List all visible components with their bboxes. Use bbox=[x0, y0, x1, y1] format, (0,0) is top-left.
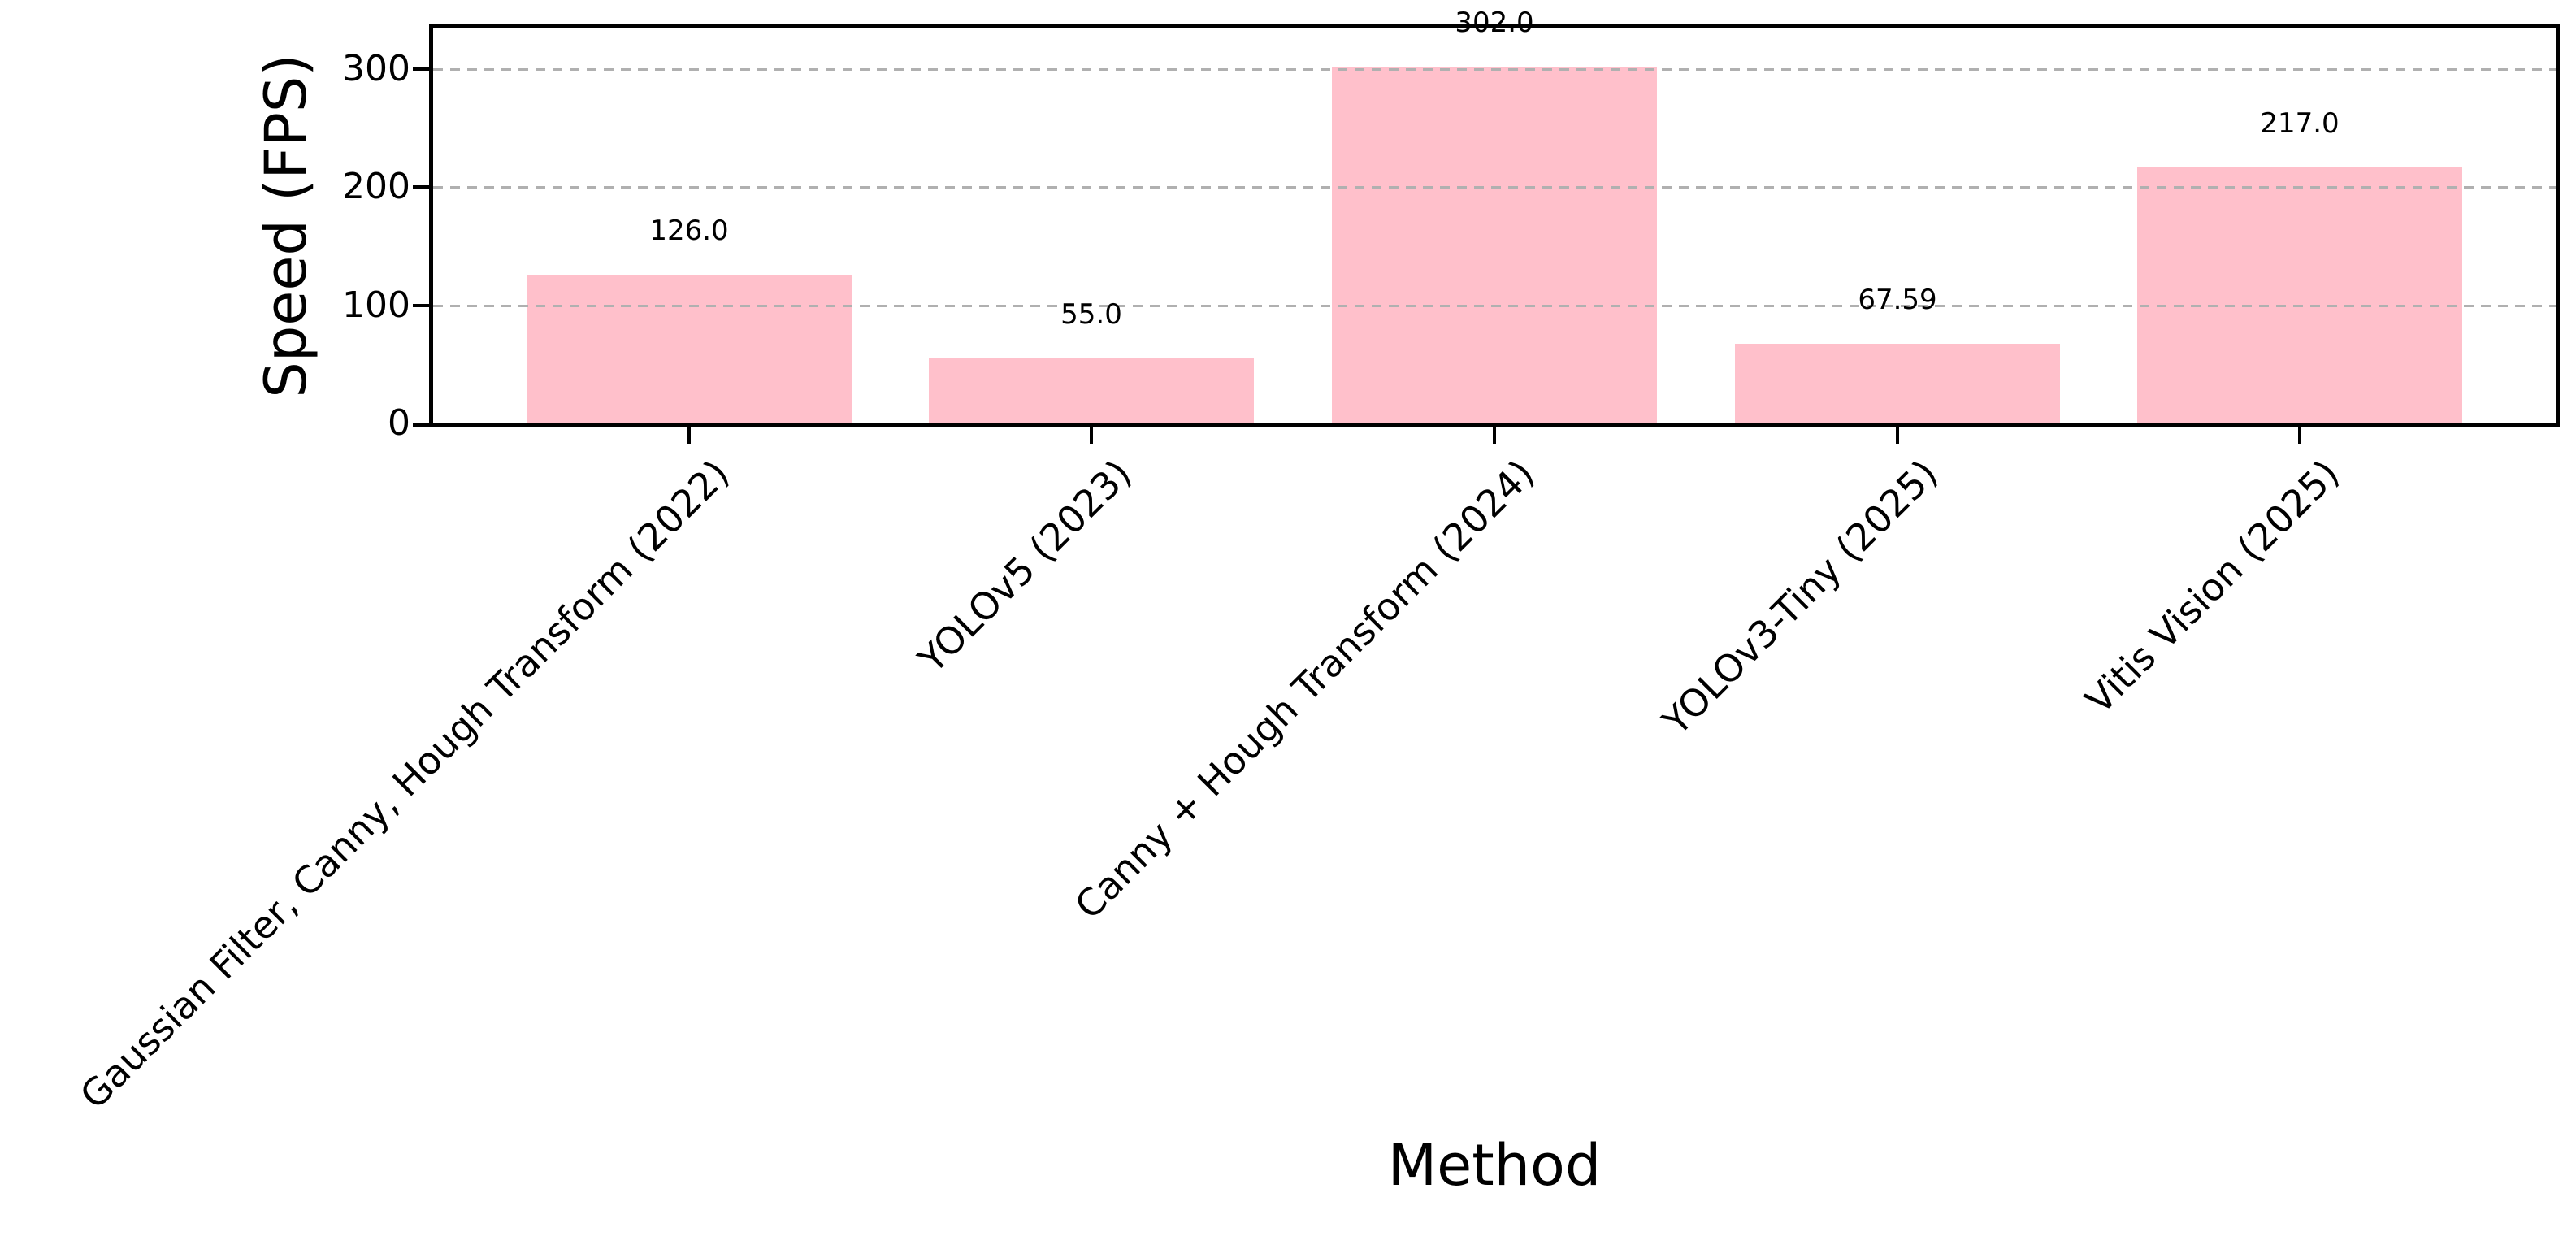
bar-value-label: 67.59 bbox=[1858, 283, 1937, 316]
bar bbox=[1332, 66, 1657, 423]
x-tick-mark bbox=[1896, 427, 1899, 444]
x-tick-label: Gaussian Filter, Canny, Hough Transform … bbox=[71, 451, 738, 1117]
y-tick-label: 300 bbox=[342, 47, 410, 89]
x-axis-title: Method bbox=[1387, 1132, 1602, 1199]
x-tick-label: Vitis Vision (2025) bbox=[2077, 451, 2348, 722]
y-tick-mark bbox=[413, 423, 429, 427]
y-tick-mark bbox=[413, 303, 429, 307]
y-tick-label: 200 bbox=[342, 166, 410, 208]
y-axis-title: Speed (FPS) bbox=[253, 54, 319, 398]
gridline bbox=[433, 186, 2556, 189]
y-tick-mark bbox=[413, 185, 429, 189]
gridline bbox=[433, 67, 2556, 71]
bar-value-label: 302.0 bbox=[1455, 6, 1534, 39]
bar-value-label: 126.0 bbox=[649, 214, 729, 247]
bar bbox=[2137, 167, 2462, 423]
bar bbox=[929, 358, 1254, 423]
gridline bbox=[433, 304, 2556, 307]
y-tick-label: 0 bbox=[388, 402, 410, 444]
x-tick-label: YOLOv3-Tiny (2025) bbox=[1654, 451, 1946, 744]
x-tick-mark bbox=[1090, 427, 1093, 444]
x-tick-mark bbox=[2298, 427, 2301, 444]
bar bbox=[527, 274, 852, 423]
x-tick-label: YOLOv5 (2023) bbox=[909, 451, 1140, 682]
bar bbox=[1735, 343, 2060, 423]
bar-value-label: 55.0 bbox=[1060, 298, 1122, 332]
x-tick-mark bbox=[1493, 427, 1496, 444]
bar-value-label: 217.0 bbox=[2260, 106, 2340, 140]
y-tick-label: 100 bbox=[342, 284, 410, 326]
y-tick-mark bbox=[413, 67, 429, 71]
x-tick-mark bbox=[687, 427, 691, 444]
x-tick-label: Canny + Hough Transform (2024) bbox=[1066, 451, 1543, 928]
